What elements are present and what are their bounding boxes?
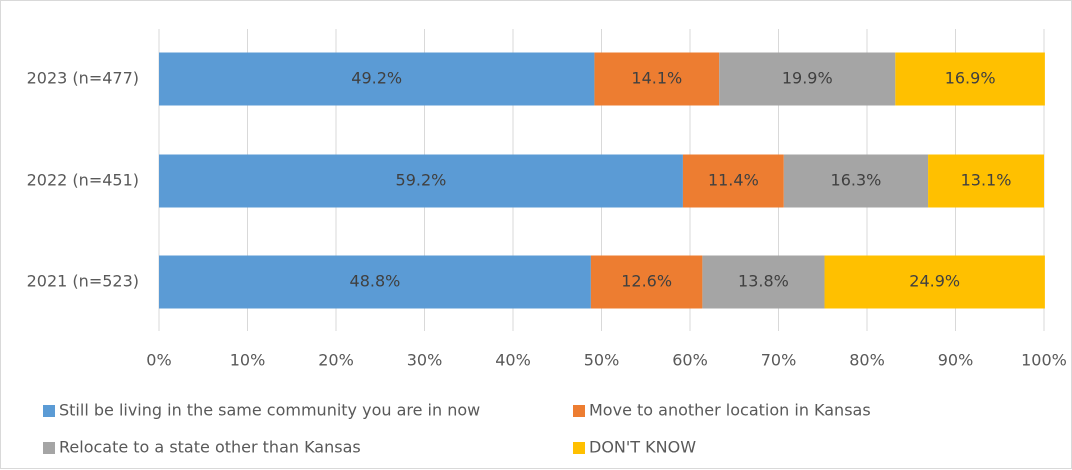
x-tick-label: 90%	[938, 351, 974, 370]
bar-2022-n-451-move-to-another-location-in-kansas	[682, 154, 784, 208]
x-axis-ticks: 0% 10% 20% 30% 40% 50% 60% 70% 80% 90% 100%	[146, 351, 1067, 370]
bars	[159, 52, 1045, 309]
legend-label: Relocate to a state other than Kansas	[59, 438, 361, 457]
legend-swatch-move-to-another-location-in-kansas	[573, 405, 585, 417]
data-label: 59.2%	[396, 171, 447, 190]
data-label: 48.8%	[350, 272, 401, 291]
data-label: 49.2%	[351, 69, 402, 88]
data-label: 16.9%	[945, 69, 996, 88]
bar-2023-n-477-don-t-know	[895, 52, 1045, 106]
data-label: 12.6%	[621, 272, 672, 291]
legend-swatch-don-t-know	[573, 442, 585, 454]
legend-swatch-still-be-living-in-the-same-community-you-are-in-now	[43, 405, 55, 417]
legend-label: DON'T KNOW	[589, 438, 696, 457]
bar-2021-n-523-move-to-another-location-in-kansas	[590, 255, 703, 309]
data-labels: 49.2% 14.1% 19.9% 16.9% 59.2% 11.4% 16.3% 13.1%…	[350, 69, 1012, 291]
bar-2023-n-477-still-be-living-in-the-same-community-you-are-in-now	[159, 52, 595, 106]
data-label: 16.3%	[831, 171, 882, 190]
bar-2022-n-451-still-be-living-in-the-same-community-you-are-in-now	[159, 154, 683, 208]
data-label: 13.8%	[738, 272, 789, 291]
category-label: 2022 (n=451)	[27, 171, 139, 190]
category-label: 2023 (n=477)	[27, 69, 139, 88]
legend-label: Move to another location in Kansas	[589, 401, 871, 420]
x-tick-label: 10%	[230, 351, 266, 370]
category-labels: 2023 (n=477) 2022 (n=451) 2021 (n=523)	[27, 69, 139, 291]
category-label: 2021 (n=523)	[27, 272, 139, 291]
x-tick-label: 40%	[495, 351, 531, 370]
bar-2022-n-451-relocate-to-a-state-other-than-kansas	[783, 154, 929, 208]
bar-2023-n-477-relocate-to-a-state-other-than-kansas	[719, 52, 896, 106]
legend-swatch-relocate-to-a-state-other-than-kansas	[43, 442, 55, 454]
bar-2023-n-477-move-to-another-location-in-kansas	[594, 52, 720, 106]
x-tick-label: 0%	[146, 351, 171, 370]
bar-2021-n-523-still-be-living-in-the-same-community-you-are-in-now	[159, 255, 591, 309]
data-label: 24.9%	[909, 272, 960, 291]
x-tick-label: 100%	[1021, 351, 1067, 370]
data-label: 19.9%	[782, 69, 833, 88]
data-label: 14.1%	[631, 69, 682, 88]
bar-2022-n-451-don-t-know	[928, 154, 1044, 208]
data-label: 13.1%	[961, 171, 1012, 190]
bar-2021-n-523-relocate-to-a-state-other-than-kansas	[702, 255, 825, 309]
x-tick-label: 60%	[672, 351, 708, 370]
x-tick-label: 80%	[849, 351, 885, 370]
legend-label: Still be living in the same community yo…	[59, 401, 480, 420]
data-label: 11.4%	[708, 171, 759, 190]
x-tick-label: 50%	[584, 351, 620, 370]
x-tick-label: 70%	[761, 351, 797, 370]
bar-2021-n-523-don-t-know	[824, 255, 1045, 309]
legend: Still be living in the same community yo…	[43, 401, 871, 457]
x-tick-label: 30%	[407, 351, 443, 370]
x-tick-label: 20%	[318, 351, 354, 370]
